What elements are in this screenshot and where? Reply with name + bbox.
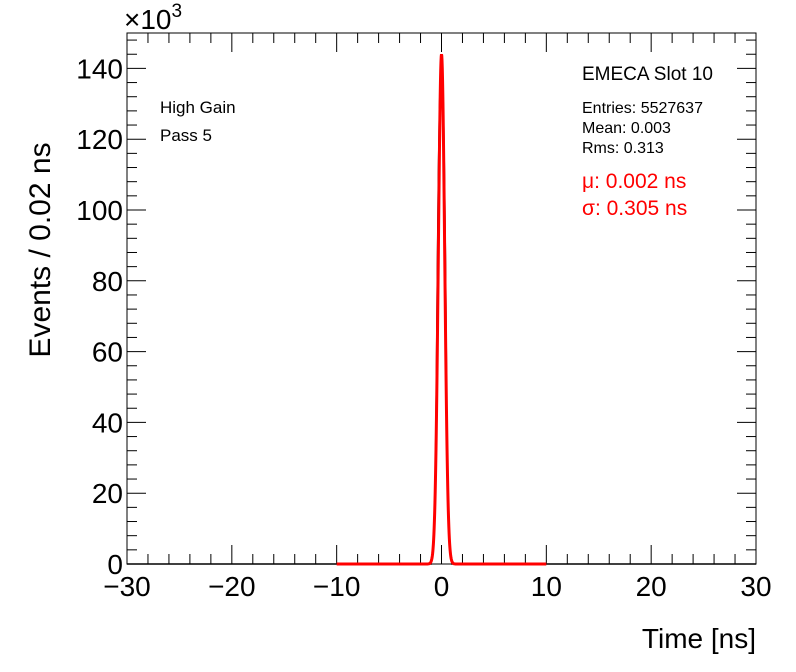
x-tick-label: −10 [313,571,361,602]
y-tick-label: 80 [92,266,123,297]
y-tick-label: 120 [76,124,123,155]
y-tick-label: 0 [107,549,123,580]
x-axis-ticks: −30 −20 −10 0 10 20 30 [103,33,772,602]
annotation-pass: Pass 5 [160,126,212,145]
y-tick-label: 40 [92,407,123,438]
y-axis-ticks: 0 20 40 60 80 100 120 140 [76,39,756,580]
x-tick-label: 10 [531,571,562,602]
x-tick-label: 20 [636,571,667,602]
x-tick-label: −20 [208,571,256,602]
x-tick-label: −30 [103,571,151,602]
fit-sigma: σ: 0.305 ns [582,197,687,220]
stats-mean: Mean: 0.003 [582,120,671,137]
annotation-gain: High Gain [160,98,236,117]
stats-title: EMECA Slot 10 [582,64,713,85]
stats-entries: Entries: 5527637 [582,100,703,117]
y-tick-label: 100 [76,195,123,226]
y-axis-title: Events / 0.02 ns [24,142,57,357]
stats-rms: Rms: 0.313 [582,140,664,157]
x-axis-title: Time [ns] [642,623,756,654]
x-tick-label: 0 [434,571,450,602]
y-tick-label: 60 [92,337,123,368]
y-tick-label: 140 [76,53,123,84]
fit-mean: μ: 0.002 ns [582,170,686,193]
x-tick-label: 30 [740,571,771,602]
y-axis-multiplier: ×103 [124,1,182,35]
gaussian-fit [336,53,547,566]
fit-curve [336,53,547,566]
y-tick-label: 20 [92,478,123,509]
